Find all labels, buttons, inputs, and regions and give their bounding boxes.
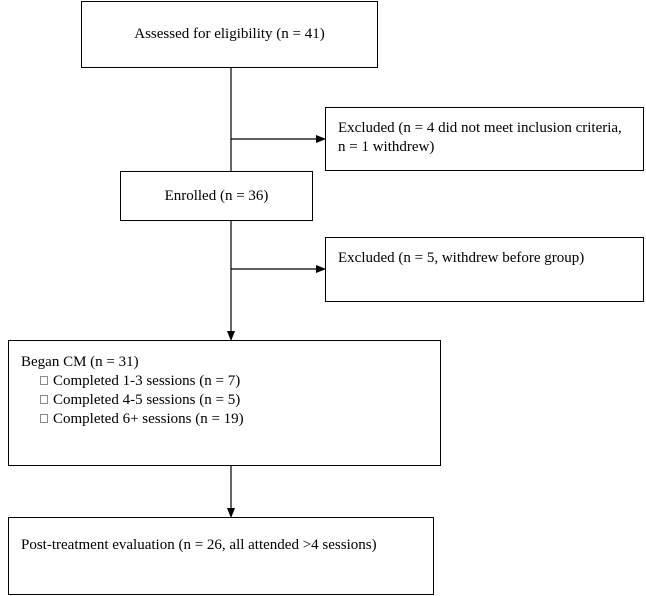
sessions-list: Completed 1-3 sessions (n = 7) Completed… <box>21 372 428 429</box>
list-item: Completed 4-5 sessions (n = 5) <box>40 391 428 410</box>
began-cm-title: Began CM (n = 31) <box>21 354 139 370</box>
sessions-item-label: Completed 4-5 sessions (n = 5) <box>53 392 241 408</box>
excluded-box-1: Excluded (n = 4 did not meet inclusion c… <box>325 107 644 171</box>
sessions-item-label: Completed 1-3 sessions (n = 7) <box>53 373 241 389</box>
excluded-2-label: Excluded (n = 5, withdrew before group) <box>338 250 585 266</box>
excluded-1-label: Excluded (n = 4 did not meet inclusion c… <box>338 120 622 155</box>
assessed-box: Assessed for eligibility (n = 41) <box>81 1 378 68</box>
post-treatment-label: Post-treatment evaluation (n = 26, all a… <box>21 537 377 553</box>
list-item: Completed 1-3 sessions (n = 7) <box>40 372 428 391</box>
excluded-box-2: Excluded (n = 5, withdrew before group) <box>325 237 644 302</box>
enrolled-label: Enrolled (n = 36) <box>164 187 269 204</box>
list-item: Completed 6+ sessions (n = 19) <box>40 410 428 429</box>
bullet-icon <box>40 376 48 385</box>
bullet-icon <box>40 414 48 423</box>
post-treatment-box: Post-treatment evaluation (n = 26, all a… <box>8 517 434 595</box>
enrolled-box: Enrolled (n = 36) <box>120 171 313 221</box>
assessed-label: Assessed for eligibility (n = 41) <box>134 26 325 42</box>
began-cm-box: Began CM (n = 31) Completed 1-3 sessions… <box>8 340 441 466</box>
sessions-item-label: Completed 6+ sessions (n = 19) <box>53 411 244 427</box>
bullet-icon <box>40 395 48 404</box>
